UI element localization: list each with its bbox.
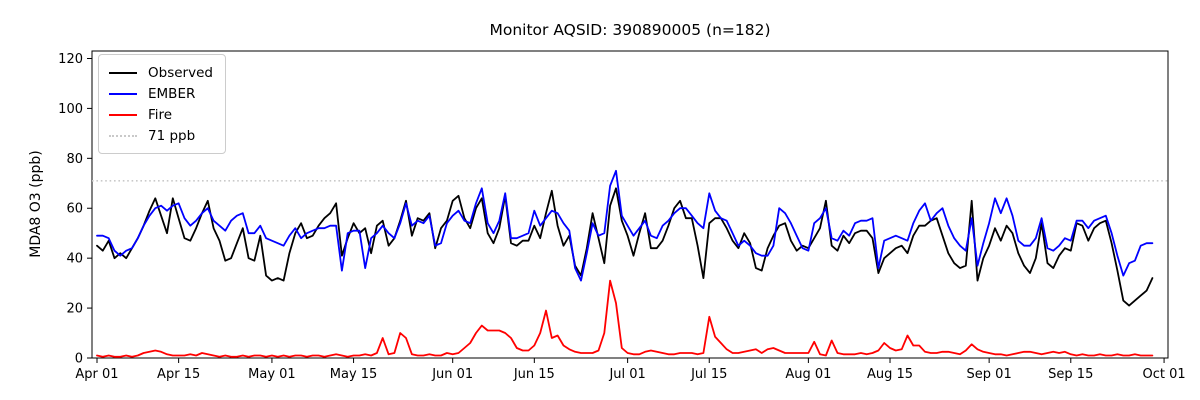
x-tick-label: May 01	[248, 367, 296, 382]
x-tick-label: Oct 01	[1142, 367, 1185, 382]
x-tick-label: Apr 01	[75, 367, 118, 382]
x-tick-label: Apr 15	[157, 367, 200, 382]
y-tick-label: 20	[66, 302, 83, 317]
plot-border	[91, 50, 1169, 359]
series-line-fire	[96, 279, 1154, 358]
threshold-line-swatch	[109, 134, 137, 137]
y-tick-label: 0	[75, 352, 83, 367]
legend-label-ember: EMBER	[148, 85, 196, 102]
legend-label-observed: Observed	[148, 64, 213, 81]
legend-item-threshold: 71 ppb	[109, 125, 213, 146]
y-tick-label: 40	[66, 252, 83, 267]
x-tick-label: Sep 15	[1048, 367, 1093, 382]
legend-box: Observed EMBER Fire 71 ppb	[98, 54, 226, 154]
chart-title: Monitor AQSID: 390890005 (n=182)	[489, 21, 771, 39]
y-tick-label: 100	[58, 102, 83, 117]
x-tick-label: Sep 01	[967, 367, 1012, 382]
series-line-ember	[96, 169, 1154, 282]
series-line-observed	[96, 187, 1154, 307]
legend-item-ember: EMBER	[109, 83, 213, 104]
x-tick-label: Aug 15	[867, 367, 913, 382]
legend-item-observed: Observed	[109, 62, 213, 83]
y-tick-label: 80	[66, 152, 83, 167]
legend-label-fire: Fire	[148, 106, 173, 123]
fire-line-swatch	[109, 113, 137, 116]
x-tick-label: Aug 01	[785, 367, 831, 382]
x-tick-label: Jul 15	[690, 367, 727, 382]
x-tick-label: Jun 01	[431, 367, 473, 382]
y-tick-label: 120	[58, 52, 83, 67]
y-tick-label: 60	[66, 202, 83, 217]
observed-line-swatch	[109, 71, 137, 74]
ember-line-swatch	[109, 92, 137, 95]
legend-label-threshold: 71 ppb	[148, 127, 196, 144]
x-tick-label: Jul 01	[608, 367, 645, 382]
y-axis-label: MDA8 O3 (ppb)	[28, 150, 44, 258]
x-tick-label: May 15	[330, 367, 378, 382]
legend-item-fire: Fire	[109, 104, 213, 125]
x-tick-label: Jun 15	[513, 367, 555, 382]
